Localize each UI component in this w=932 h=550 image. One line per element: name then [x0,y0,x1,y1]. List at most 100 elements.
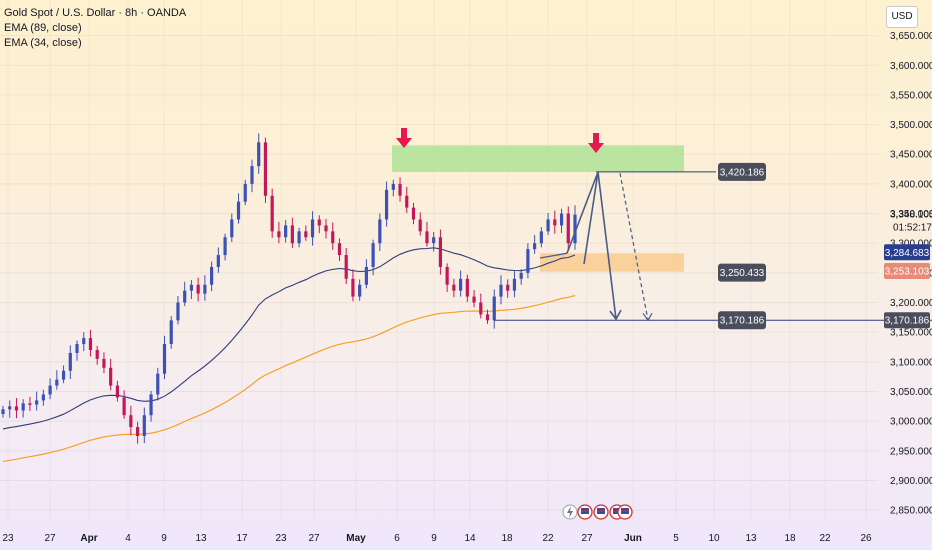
candle-body [115,385,119,398]
candle-body [216,255,220,267]
candle-body [398,183,402,196]
candle-body [236,201,241,220]
x-tick-label: Apr [80,533,97,544]
level-tag-label: 3,170.186 [720,316,765,327]
chart-legend: Gold Spot / U.S. Dollar · 8h · OANDA EMA… [4,6,186,51]
price-axis[interactable]: 2,850.000 2,900.000 2,950.000 3,000.000 3,05… [884,31,932,517]
chart-zones [392,145,684,272]
candle-body [149,394,153,416]
currency-button[interactable]: USD [886,6,918,28]
x-tick-label: 27 [581,533,593,544]
candle-body [331,231,335,244]
projection-dashed-line [619,173,649,321]
candle-body [539,231,543,244]
x-tick-label: 9 [431,533,437,544]
candle-body [351,278,355,297]
x-tick-label: 17 [236,533,248,544]
x-tick-label: 22 [542,533,554,544]
last-price-label: 3,348.105 [890,210,932,221]
candle-body [324,225,328,232]
candle-body [277,231,281,238]
candle-body [566,213,570,244]
candle-body [290,225,294,244]
candle-body [432,237,436,244]
ema89-legend[interactable]: EMA (89, close) [4,22,82,34]
candle-body [492,296,496,321]
candle-body [459,278,463,291]
candle-body [364,266,368,285]
ema34-price-tag [884,244,930,261]
level-price-value: 3,170.186 [885,316,930,327]
candle-body [88,338,93,350]
y-tick-label: 3,500.000 [890,120,932,131]
level-tag [718,311,766,330]
y-tick-label: 3,450.000 [890,150,932,161]
x-tick-label: 4 [125,533,131,544]
candle-body [310,219,315,238]
candle-body [297,231,301,244]
candle-body [41,394,45,401]
projection-start [539,252,568,259]
y-tick-label: 3,050.000 [890,387,932,398]
candle-body [344,255,348,279]
countdown-label: 01:52:17 [893,223,932,234]
y-tick-label: 2,850.000 [890,506,932,517]
level-tag [718,162,766,181]
support-zone [540,253,684,272]
candle-body [425,231,429,244]
y-tick-label: 2,900.000 [890,476,932,487]
x-tick-label: 18 [784,533,796,544]
candle-body [573,214,577,244]
x-tick-label: 14 [464,533,476,544]
y-tick-label: 3,000.000 [890,417,932,428]
event-icons[interactable] [562,504,633,520]
candle-body [223,237,227,256]
candle-body [21,403,25,411]
candle-body [102,358,106,368]
y-tick-label: 3,600.000 [890,61,932,72]
y-tick-label: 3,150.000 [890,328,932,339]
candle-body [230,219,234,238]
flash-icon [567,506,573,518]
candle-body [337,243,342,256]
candle-body [391,183,395,190]
candle-body [438,237,443,267]
x-tick-label: 27 [308,533,320,544]
time-axis[interactable]: 23 27 Apr 4 9 13 17 23 27 May 6 9 14 18 22 27 Jun 5 10 13 18… [2,533,872,544]
y-tick-label: 2,950.000 [890,446,932,457]
candle-body [418,219,422,232]
projection-path [566,171,617,320]
ema-34-line [2,247,576,430]
projection-arrowhead [609,309,622,321]
x-tick-label: 26 [860,533,872,544]
x-tick-label: 23 [2,533,14,544]
candle-body [169,320,173,345]
candle-body [14,406,19,411]
candle-body [317,219,321,226]
down-arrow-marker [396,128,412,148]
symbol-title[interactable]: Gold Spot / U.S. Dollar · 8h · OANDA [4,7,187,19]
candle-body [485,314,490,321]
ema34-price-value: 3,284.683 [885,248,930,259]
candle-body [243,183,247,202]
level-price-tag [884,312,930,329]
x-tick-label: 5 [673,533,679,544]
candle-body [479,302,483,315]
candle-body [384,189,389,220]
candle-body [526,249,530,273]
candle-body [472,296,476,303]
candle-body [68,352,72,371]
candle-body [304,231,308,238]
x-tick-label: 27 [44,533,56,544]
dashed-arrowhead [642,312,653,322]
candle-body [519,272,523,279]
candle-body [162,344,167,374]
candle-body [465,278,469,297]
x-tick-label: 23 [275,533,287,544]
candle-body [210,266,214,285]
level-tag [718,263,766,282]
x-tick-label: May [346,533,366,544]
ema34-legend[interactable]: EMA (34, close) [4,37,82,49]
candle-body [257,142,261,167]
